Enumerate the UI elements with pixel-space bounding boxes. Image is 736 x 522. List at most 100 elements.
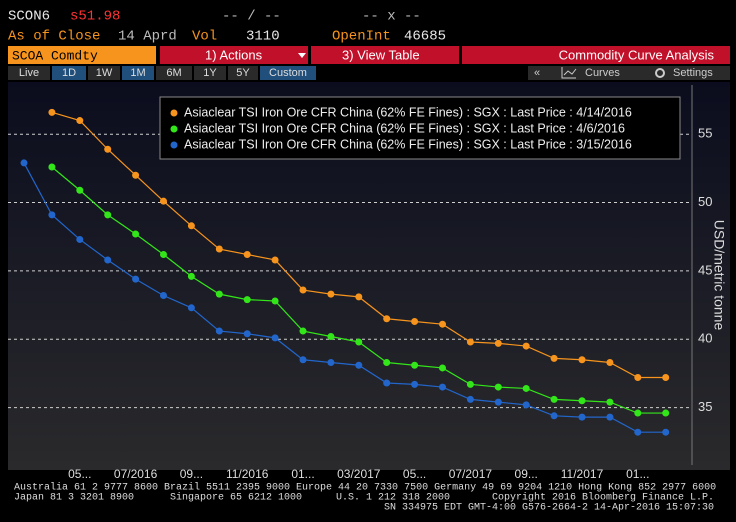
function-title: Commodity Curve Analysis bbox=[559, 47, 715, 62]
data-point bbox=[522, 401, 530, 409]
security: SCOA Comdty bbox=[12, 48, 98, 63]
data-point bbox=[439, 383, 446, 391]
legend-marker bbox=[170, 125, 178, 133]
x-tick-label: 09... bbox=[515, 467, 538, 481]
data-point bbox=[243, 250, 251, 258]
footer-contact: Japan 81 3 3201 8900 bbox=[14, 493, 134, 504]
range-button[interactable] bbox=[228, 66, 258, 80]
data-point bbox=[104, 256, 112, 264]
data-point bbox=[187, 304, 195, 312]
data-point bbox=[383, 379, 391, 387]
collapse[interactable]: « bbox=[534, 67, 540, 79]
data-point bbox=[271, 334, 279, 342]
data-point bbox=[466, 395, 474, 403]
data-point bbox=[48, 163, 56, 171]
range-label: 1W bbox=[96, 67, 113, 79]
y-tick-label: 35 bbox=[698, 399, 712, 414]
footer-contact: Singapore 65 6212 1000 bbox=[170, 492, 302, 504]
data-point bbox=[550, 395, 558, 403]
x-tick-label: 01... bbox=[626, 467, 649, 481]
data-point bbox=[466, 338, 474, 346]
x-tick-label: 05... bbox=[403, 467, 426, 481]
range-button[interactable] bbox=[52, 66, 86, 80]
ticker: SCON6 bbox=[8, 9, 50, 25]
range-label: 1D bbox=[62, 67, 76, 79]
data-point bbox=[634, 409, 642, 417]
date: 14 Aprd bbox=[118, 29, 177, 45]
data-point bbox=[327, 290, 335, 298]
data-point bbox=[132, 171, 140, 179]
data-point bbox=[578, 413, 586, 421]
data-point bbox=[355, 293, 363, 301]
range-button[interactable] bbox=[194, 66, 226, 80]
legend-label: Asiaclear TSI Iron Ore CFR China (62% FE… bbox=[184, 137, 632, 151]
data-point bbox=[578, 397, 586, 405]
data-point bbox=[411, 380, 419, 388]
legend bbox=[159, 96, 681, 160]
data-point bbox=[160, 197, 167, 205]
series-line bbox=[23, 162, 666, 433]
y-tick-label: 55 bbox=[698, 126, 712, 141]
x-tick-label: 01... bbox=[291, 467, 314, 481]
settings[interactable]: Settings bbox=[673, 67, 713, 79]
legend-label: Asiaclear TSI Iron Ore CFR China (62% FE… bbox=[184, 105, 632, 119]
curves[interactable]: Curves bbox=[585, 67, 620, 79]
range-button[interactable] bbox=[8, 66, 50, 80]
data-point bbox=[411, 317, 419, 325]
data-point bbox=[411, 361, 419, 369]
data-point bbox=[327, 358, 335, 366]
data-point bbox=[355, 361, 363, 369]
copyright: Copyright 2016 Bloomberg Finance L.P. bbox=[492, 492, 714, 504]
vol-label: Vol bbox=[192, 29, 217, 45]
data-point bbox=[160, 292, 167, 300]
legend-label: Asiaclear TSI Iron Ore CFR China (62% FE… bbox=[184, 121, 625, 135]
data-point bbox=[439, 364, 446, 372]
settings-icon bbox=[655, 68, 665, 78]
data-point bbox=[243, 296, 251, 304]
data-point bbox=[187, 272, 195, 280]
data-point bbox=[634, 374, 642, 382]
data-point bbox=[355, 338, 363, 346]
range-label: 6M bbox=[166, 67, 181, 79]
data-point bbox=[215, 327, 223, 335]
range-button[interactable] bbox=[260, 66, 316, 80]
security-box[interactable] bbox=[8, 46, 156, 64]
data-point bbox=[243, 330, 251, 338]
data-point bbox=[48, 108, 56, 116]
range-label: Live bbox=[19, 67, 39, 79]
range-label: 5Y bbox=[236, 67, 250, 79]
data-point bbox=[76, 235, 84, 243]
data-point bbox=[299, 356, 307, 364]
data-point bbox=[662, 374, 670, 382]
data-point bbox=[76, 186, 84, 194]
range-button[interactable] bbox=[122, 66, 154, 80]
actions-button[interactable] bbox=[160, 46, 308, 64]
data-point bbox=[20, 159, 28, 167]
data-point bbox=[606, 358, 614, 366]
dropdown-arrow bbox=[298, 53, 306, 58]
data-point bbox=[132, 275, 140, 283]
y-axis-title: USD/metric tonne bbox=[711, 220, 727, 331]
curves-icon bbox=[561, 67, 577, 79]
vol: 3110 bbox=[246, 29, 280, 45]
range-button[interactable] bbox=[156, 66, 192, 80]
data-point bbox=[550, 412, 558, 420]
y-tick-label: 45 bbox=[698, 262, 712, 277]
data-point bbox=[271, 297, 279, 305]
data-point bbox=[383, 358, 391, 366]
data-point bbox=[76, 117, 84, 125]
price: s51.98 bbox=[70, 9, 120, 25]
data-point bbox=[299, 327, 307, 335]
view-table: 3) View Table bbox=[342, 47, 420, 62]
range-button[interactable] bbox=[88, 66, 120, 80]
legend-marker bbox=[170, 109, 178, 117]
as-of: As of Close bbox=[8, 29, 100, 45]
range-label: 1M bbox=[130, 67, 145, 79]
data-point bbox=[187, 222, 195, 230]
view-table-button[interactable] bbox=[311, 46, 459, 64]
data-point bbox=[104, 145, 112, 153]
footer-contact: U.S. 1 212 318 2000 bbox=[336, 493, 450, 504]
y-tick-label: 50 bbox=[698, 194, 712, 209]
data-point bbox=[48, 211, 56, 219]
